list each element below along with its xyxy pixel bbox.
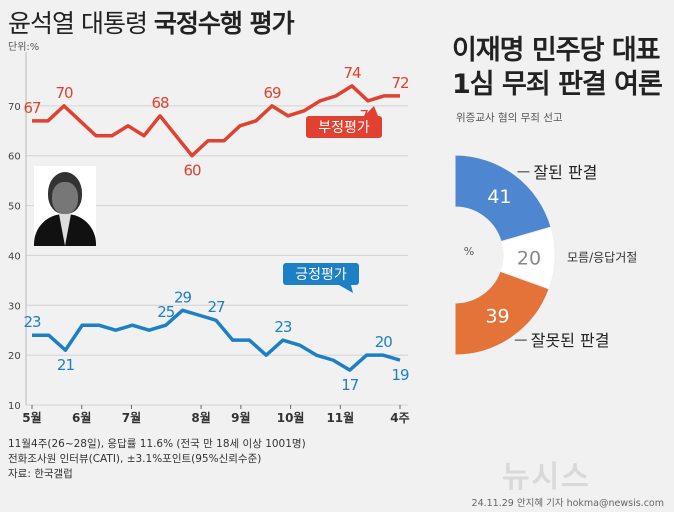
newsis-logo: 뉴시스 [502, 460, 591, 495]
x-tick-label: 6월 [72, 410, 91, 425]
label-layer: 6770686069747172232125292723172019부정평가긍정… [23, 64, 410, 394]
x-tick-label: 4주 [390, 411, 409, 425]
series-tag-pointer [364, 106, 378, 116]
photo-face [52, 182, 78, 214]
chart-title: 윤석열 대통령 국정수행 평가 [8, 4, 295, 40]
slice-category: 모름/응답거절 [567, 250, 637, 264]
data-label: 27 [207, 298, 225, 316]
president-photo [34, 166, 96, 246]
donut-slice [454, 270, 550, 356]
data-label: 60 [183, 162, 201, 180]
slice-value: 20 [517, 247, 541, 269]
series-tag-pointer [339, 285, 353, 293]
data-label: 25 [157, 303, 175, 321]
data-label: 19 [391, 366, 409, 384]
data-label: 69 [263, 84, 281, 102]
data-label: 23 [23, 313, 41, 331]
survey-notes: 11월4주(26~28일), 응답률 11.6% (전국 만 18세 이상 10… [8, 437, 306, 482]
series-name-label: 긍정평가 [295, 267, 347, 283]
donut-unit: % [464, 245, 474, 258]
data-label: 72 [391, 74, 409, 92]
x-tick-label: 9월 [231, 410, 250, 425]
data-label: 67 [23, 99, 41, 117]
slice-value: 39 [485, 306, 509, 328]
x-tick-label: 5월 [22, 410, 41, 425]
data-label: 29 [174, 288, 192, 306]
unit-label: 단위:% [8, 42, 40, 53]
credit-line: 24.11.29 안지혜 기자 hokma@newsis.com [471, 498, 664, 509]
series-tag-box [306, 116, 382, 138]
x-tick-label: 8월 [191, 410, 210, 425]
data-label: 20 [375, 333, 393, 351]
right-subtitle: 위증교사 혐의 무죄 선고 [456, 112, 563, 124]
data-label: 23 [274, 318, 292, 336]
right-title: 이재명 민주당 대표 1심 무죄 판결 여론 [452, 34, 672, 102]
donut-slice [454, 154, 552, 243]
note-line: 자료: 한국갤럽 [8, 468, 73, 480]
data-label: 68 [151, 94, 169, 112]
y-tick-label: 70 [8, 102, 21, 113]
series-tag-box [283, 263, 359, 285]
data-label: 17 [341, 376, 359, 394]
data-label: 21 [57, 356, 75, 374]
note-line: 전화조사원 인터뷰(CATI), ±3.1%포인트(95%신뢰수준) [8, 453, 262, 465]
slice-value: 41 [487, 186, 511, 208]
right-title-line1: 이재명 민주당 대표 [452, 35, 661, 66]
donut-layer: 41 잘된 판결 20 모름/응답거절 39 잘못된 판결% [454, 154, 637, 356]
y-tick-label: 20 [8, 351, 21, 362]
y-tick-label: 30 [8, 301, 21, 312]
series-line-positive [32, 308, 401, 372]
note-line: 11월4주(26~28일), 응답률 11.6% (전국 만 18세 이상 10… [8, 438, 306, 450]
series-name-label: 부정평가 [318, 120, 370, 136]
right-title-line2: 1심 무죄 판결 여론 [452, 69, 663, 100]
series-line-negative [32, 84, 400, 158]
y-tick-label: 60 [8, 152, 21, 163]
series-layer [32, 84, 401, 372]
grid-layer: 10 20 30 40 50 60 70 5월 6월 7월 8월 9월 10월 11월 4주 [8, 52, 410, 425]
slice-category: 잘못된 판결 [531, 331, 610, 350]
x-tick-label: 11월 [326, 410, 354, 425]
y-tick-label: 10 [8, 401, 21, 412]
x-tick-label: 7월 [122, 410, 141, 425]
y-tick-label: 40 [8, 251, 21, 262]
data-label: 74 [343, 64, 361, 82]
slice-category: 잘된 판결 [533, 163, 597, 182]
x-tick-label: 10월 [277, 410, 305, 425]
y-tick-label: 50 [8, 202, 21, 213]
verdict-donut-chart: 41 잘된 판결 20 모름/응답거절 39 잘못된 판결% [454, 154, 637, 356]
title-regular: 윤석열 대통령 [8, 9, 148, 38]
title-bold: 국정수행 평가 [153, 9, 295, 38]
data-label: 70 [55, 84, 73, 102]
